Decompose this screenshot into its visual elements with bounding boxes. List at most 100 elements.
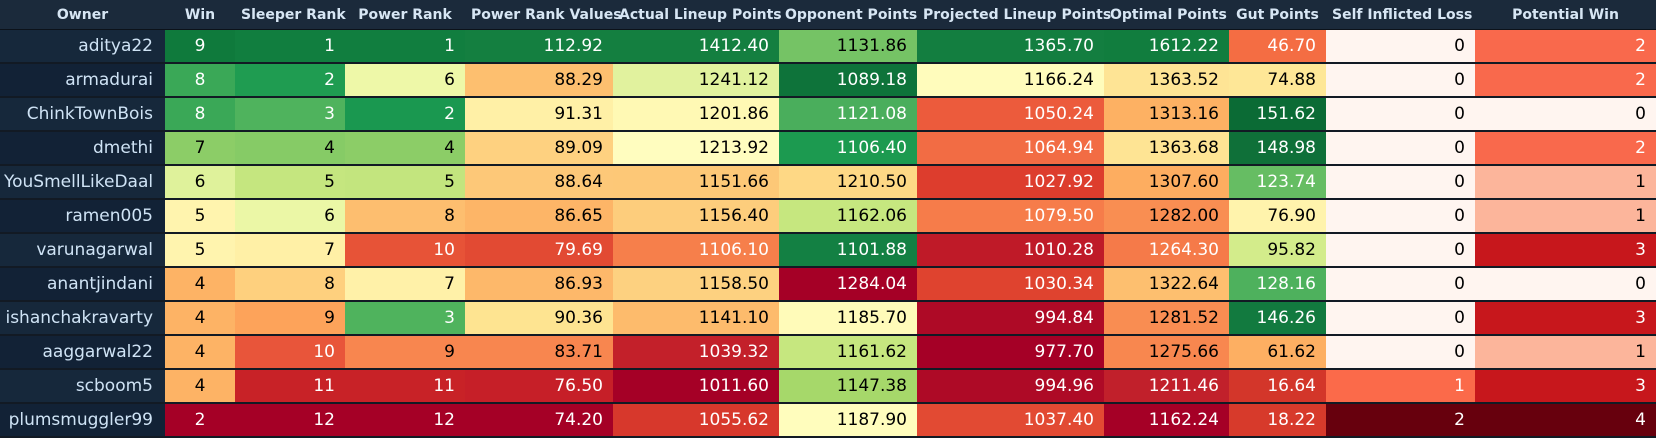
table-row: ramen005 5 6 8 86.65 1156.40 1162.06 1079.50 128… xyxy=(0,200,1656,234)
column-header[interactable]: Self Inflicted Loss xyxy=(1326,0,1475,30)
value-cell: 1210.50 xyxy=(779,166,917,200)
value-cell: 4 xyxy=(345,132,465,166)
value-cell: 0 xyxy=(1326,98,1475,132)
value-cell: 4 xyxy=(1475,404,1656,438)
value-cell: 76.90 xyxy=(1229,200,1326,234)
column-header[interactable]: Potential Win xyxy=(1475,0,1656,30)
value-cell: 1079.50 xyxy=(917,200,1104,234)
value-cell: 1166.24 xyxy=(917,64,1104,98)
value-cell: 1 xyxy=(1475,200,1656,234)
value-cell: 0 xyxy=(1326,64,1475,98)
table-row: varunagarwal 5 7 10 79.69 1106.10 1101.88 1010.… xyxy=(0,234,1656,268)
value-cell: 1141.10 xyxy=(613,302,779,336)
table-row: ChinkTownBois 8 3 2 91.31 1201.86 1121.08 1050.… xyxy=(0,98,1656,132)
value-cell: 1264.30 xyxy=(1104,234,1229,268)
value-cell: 61.62 xyxy=(1229,336,1326,370)
owner-cell: scboom5 xyxy=(0,370,165,404)
value-cell: 1131.86 xyxy=(779,30,917,64)
value-cell: 1307.60 xyxy=(1104,166,1229,200)
value-cell: 1158.50 xyxy=(613,268,779,302)
value-cell: 128.16 xyxy=(1229,268,1326,302)
value-cell: 1147.38 xyxy=(779,370,917,404)
value-cell: 1201.86 xyxy=(613,98,779,132)
value-cell: 90.36 xyxy=(465,302,613,336)
value-cell: 1064.94 xyxy=(917,132,1104,166)
value-cell: 8 xyxy=(165,64,235,98)
column-header[interactable]: Optimal Points xyxy=(1104,0,1229,30)
value-cell: 8 xyxy=(165,98,235,132)
value-cell: 1161.62 xyxy=(779,336,917,370)
column-header[interactable]: Sleeper Rank xyxy=(235,0,346,30)
value-cell: 1050.24 xyxy=(917,98,1104,132)
column-header[interactable]: Actual Lineup Points xyxy=(613,0,782,30)
value-cell: 2 xyxy=(1475,30,1656,64)
column-header[interactable]: Power Rank xyxy=(345,0,465,30)
value-cell: 1365.70 xyxy=(917,30,1104,64)
owner-cell: ChinkTownBois xyxy=(0,98,165,132)
value-cell: 4 xyxy=(165,370,235,404)
value-cell: 5 xyxy=(235,166,345,200)
value-cell: 1121.08 xyxy=(779,98,917,132)
table-row: ishanchakravarty 4 9 3 90.36 1141.10 1185.70 99… xyxy=(0,302,1656,336)
value-cell: 0 xyxy=(1326,200,1475,234)
value-cell: 6 xyxy=(165,166,235,200)
column-header[interactable]: Opponent Points xyxy=(779,0,917,30)
column-header[interactable]: Power Rank Values xyxy=(465,0,622,30)
value-cell: 4 xyxy=(165,302,235,336)
value-cell: 74.20 xyxy=(465,404,613,438)
value-cell: 0 xyxy=(1326,336,1475,370)
value-cell: 79.69 xyxy=(465,234,613,268)
value-cell: 2 xyxy=(235,64,345,98)
value-cell: 16.64 xyxy=(1229,370,1326,404)
value-cell: 1275.66 xyxy=(1104,336,1229,370)
value-cell: 994.84 xyxy=(917,302,1104,336)
value-cell: 1037.40 xyxy=(917,404,1104,438)
value-cell: 7 xyxy=(345,268,465,302)
value-cell: 1162.06 xyxy=(779,200,917,234)
column-header[interactable]: Projected Lineup Points xyxy=(917,0,1111,30)
column-header[interactable]: Owner xyxy=(0,0,165,30)
value-cell: 4 xyxy=(165,336,235,370)
owner-cell: YouSmellLikeDaal xyxy=(0,166,165,200)
value-cell: 1 xyxy=(235,30,345,64)
value-cell: 74.88 xyxy=(1229,64,1326,98)
column-header[interactable]: Win xyxy=(165,0,235,30)
value-cell: 0 xyxy=(1326,234,1475,268)
value-cell: 1282.00 xyxy=(1104,200,1229,234)
value-cell: 86.93 xyxy=(465,268,613,302)
value-cell: 123.74 xyxy=(1229,166,1326,200)
value-cell: 83.71 xyxy=(465,336,613,370)
table-row: YouSmellLikeDaal 6 5 5 88.64 1151.66 1210.50 10… xyxy=(0,166,1656,200)
value-cell: 1313.16 xyxy=(1104,98,1229,132)
value-cell: 89.09 xyxy=(465,132,613,166)
value-cell: 5 xyxy=(165,200,235,234)
value-cell: 86.65 xyxy=(465,200,613,234)
table-header: Owner Win Sleeper Rank Power Rank Power Rank… xyxy=(0,0,1656,30)
value-cell: 1363.68 xyxy=(1104,132,1229,166)
table-row: dmethi 7 4 4 89.09 1213.92 1106.40 1064.94 1363.… xyxy=(0,132,1656,166)
value-cell: 6 xyxy=(235,200,345,234)
value-cell: 1281.52 xyxy=(1104,302,1229,336)
value-cell: 1101.88 xyxy=(779,234,917,268)
value-cell: 146.26 xyxy=(1229,302,1326,336)
value-cell: 1055.62 xyxy=(613,404,779,438)
value-cell: 0 xyxy=(1326,166,1475,200)
value-cell: 1187.90 xyxy=(779,404,917,438)
owner-cell: aaggarwal22 xyxy=(0,336,165,370)
value-cell: 112.92 xyxy=(465,30,613,64)
value-cell: 1241.12 xyxy=(613,64,779,98)
value-cell: 3 xyxy=(1475,234,1656,268)
value-cell: 5 xyxy=(165,234,235,268)
column-header[interactable]: Gut Points xyxy=(1229,0,1326,30)
value-cell: 95.82 xyxy=(1229,234,1326,268)
value-cell: 3 xyxy=(1475,370,1656,404)
value-cell: 1412.40 xyxy=(613,30,779,64)
value-cell: 6 xyxy=(345,64,465,98)
value-cell: 2 xyxy=(1475,132,1656,166)
value-cell: 1039.32 xyxy=(613,336,779,370)
value-cell: 994.96 xyxy=(917,370,1104,404)
value-cell: 0 xyxy=(1475,268,1656,302)
value-cell: 10 xyxy=(235,336,345,370)
